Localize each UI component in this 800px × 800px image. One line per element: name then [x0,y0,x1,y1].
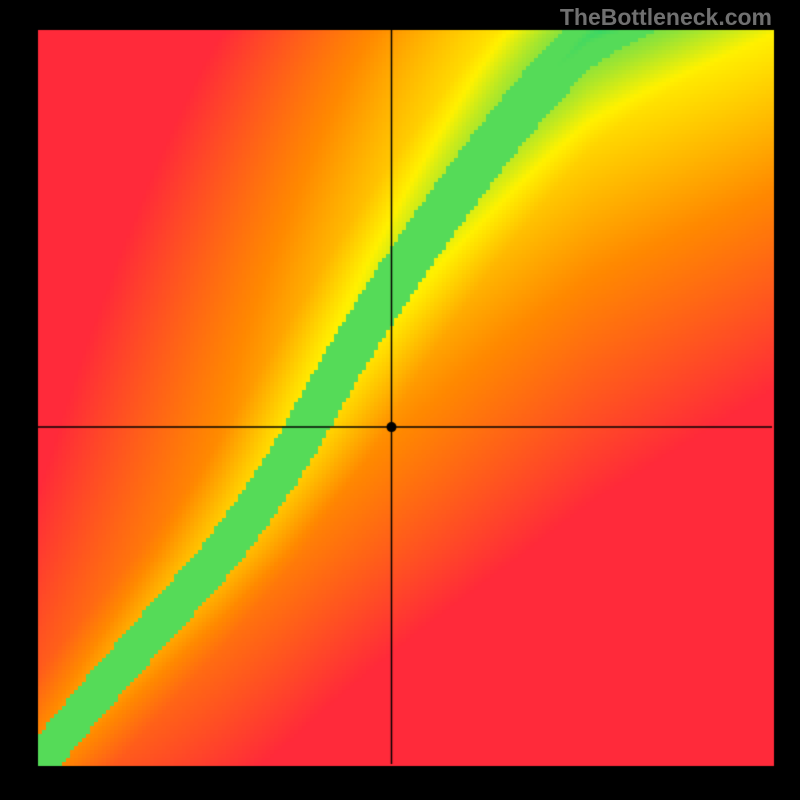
watermark-text: TheBottleneck.com [560,4,772,31]
bottleneck-heatmap [0,0,800,800]
chart-container: TheBottleneck.com [0,0,800,800]
